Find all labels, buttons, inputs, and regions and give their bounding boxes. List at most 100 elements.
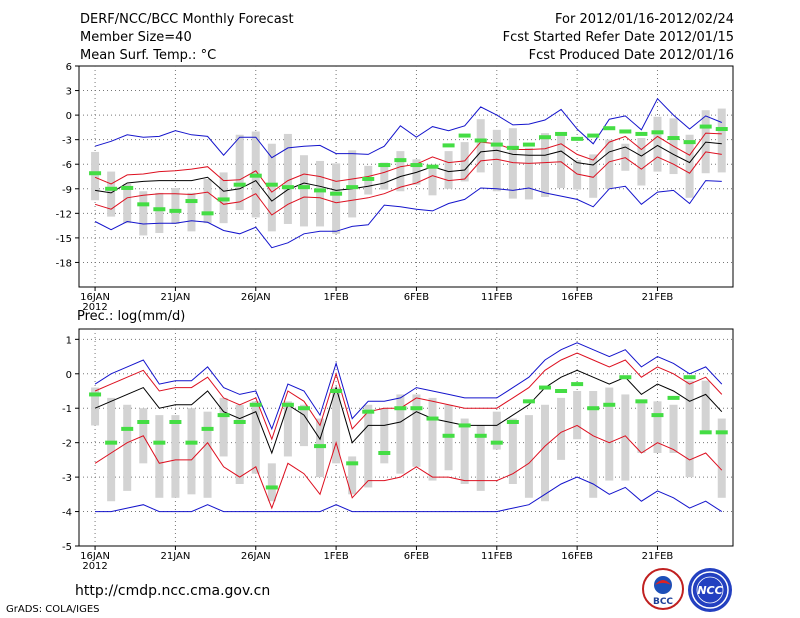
variable-label: Mean Surf. Temp.: °C — [80, 48, 217, 63]
prec-spread-box — [299, 404, 308, 447]
prec-spread-box — [267, 463, 276, 502]
prec-observed-mark — [105, 440, 118, 445]
temp-spread-box — [396, 151, 405, 192]
temp-spread-box — [589, 154, 598, 198]
temp-observed-mark — [89, 171, 102, 176]
prec-spread-box — [155, 415, 164, 498]
prec-observed-mark — [699, 430, 712, 435]
temp-observed-mark — [522, 142, 535, 147]
prec-ytick-label: 1 — [66, 335, 72, 346]
temp-spread-box — [428, 167, 437, 196]
temp-observed-mark — [233, 182, 246, 187]
temp-observed-mark — [587, 133, 600, 138]
temp-xtick-label: 11FEB — [481, 292, 513, 303]
temp-spread-box — [332, 163, 341, 234]
temp-spread-box — [685, 134, 694, 198]
temp-spread-box — [123, 183, 132, 224]
temp-observed-mark — [651, 130, 664, 135]
temp-observed-mark — [699, 124, 712, 129]
temp-observed-mark — [667, 136, 680, 141]
source-url[interactable]: http://cmdp.ncc.cma.gov.cn — [75, 583, 271, 599]
temp-observed-mark — [169, 208, 182, 213]
grads-credit: GrADS: COLA/IGES — [6, 604, 100, 615]
temp-observed-mark — [683, 140, 696, 145]
temp-spread-box — [171, 187, 180, 224]
prec-observed-mark — [281, 402, 294, 407]
prec-observed-mark — [458, 423, 471, 428]
temp-observed-mark — [281, 185, 294, 190]
temp-spread-box — [380, 162, 389, 190]
temp-spread-box — [203, 178, 212, 224]
prec-spread-box — [283, 401, 292, 457]
temp-spread-box — [235, 134, 244, 211]
temp-xtick-label: 16JAN — [80, 292, 110, 303]
temp-xtick-label: 6FEB — [404, 292, 429, 303]
temp-spread-box — [155, 192, 164, 233]
prec-spread-box — [589, 391, 598, 498]
temp-spread-box — [492, 129, 501, 192]
prec-observed-mark — [683, 375, 696, 380]
temp-observed-mark — [603, 126, 616, 131]
prec-spread-box — [557, 397, 566, 460]
temp-xtick-label: 21JAN — [160, 292, 190, 303]
bcc-logo-mark: BCC — [653, 576, 673, 607]
prec-xtick-label: 6FEB — [404, 551, 429, 562]
temp-observed-mark — [458, 133, 471, 138]
temp-ytick-label: 0 — [66, 111, 72, 122]
temp-xtick-label: 21FEB — [642, 292, 674, 303]
temp-observed-mark — [105, 186, 118, 191]
temp-spread-box — [139, 191, 148, 236]
prec-observed-mark — [217, 413, 230, 418]
temp-year-label: 2012 — [82, 302, 107, 313]
prec-spread-box — [621, 394, 630, 481]
prec-ytick-label: -2 — [62, 439, 72, 450]
bcc-logo: BCC — [642, 568, 684, 610]
prec-observed-mark — [265, 485, 278, 490]
prec-spread-box — [717, 418, 726, 498]
temp-spread-box — [605, 139, 614, 189]
prec-observed-mark — [442, 433, 455, 438]
temp-mean-line — [95, 141, 722, 202]
member-size: Member Size=40 — [80, 30, 192, 45]
temp-observed-mark — [346, 185, 359, 190]
prec-xtick-label: 1FEB — [323, 551, 348, 562]
prec-spread-box — [171, 415, 180, 498]
prec-spread-box — [251, 401, 260, 474]
temp-observed-mark — [265, 182, 278, 187]
temp-spread-box — [283, 133, 292, 224]
temp-observed-mark — [490, 142, 503, 147]
prec-ytick-label: 0 — [66, 370, 72, 381]
temp-observed-mark — [362, 176, 375, 181]
temp-observed-mark — [249, 173, 262, 178]
prec-observed-mark — [474, 433, 487, 438]
temp-lower-std-line — [94, 151, 722, 216]
prec-observed-mark — [153, 440, 166, 445]
prec-spread-box — [203, 411, 212, 498]
temp-observed-mark — [153, 207, 166, 212]
prec-observed-mark — [651, 413, 664, 418]
temp-observed-mark — [474, 138, 487, 143]
forecast-produced: Fcst Produced Date 2012/01/16 — [528, 48, 734, 63]
prec-year-label: 2012 — [82, 561, 107, 572]
prec-spread-box — [396, 394, 405, 474]
temp-spread-box — [267, 143, 276, 232]
temp-observed-mark — [555, 131, 568, 136]
prec-observed-mark — [555, 389, 568, 393]
prec-spread-box — [91, 387, 100, 426]
prec-spread-box — [460, 418, 469, 484]
prec-spread-box — [412, 394, 421, 467]
prec-spread-box — [669, 404, 678, 453]
temp-xtick-label: 1FEB — [323, 292, 348, 303]
temp-spread-box — [717, 108, 726, 173]
temp-spread-box — [299, 155, 308, 227]
prec-observed-mark — [410, 406, 423, 411]
prec-ytick-label: -5 — [62, 542, 72, 553]
prec-observed-mark — [394, 406, 407, 411]
prec-spread-box — [187, 408, 196, 495]
prec-spread-box — [332, 387, 341, 464]
temp-observed-mark — [121, 185, 134, 190]
prec-spread-box — [123, 404, 132, 491]
